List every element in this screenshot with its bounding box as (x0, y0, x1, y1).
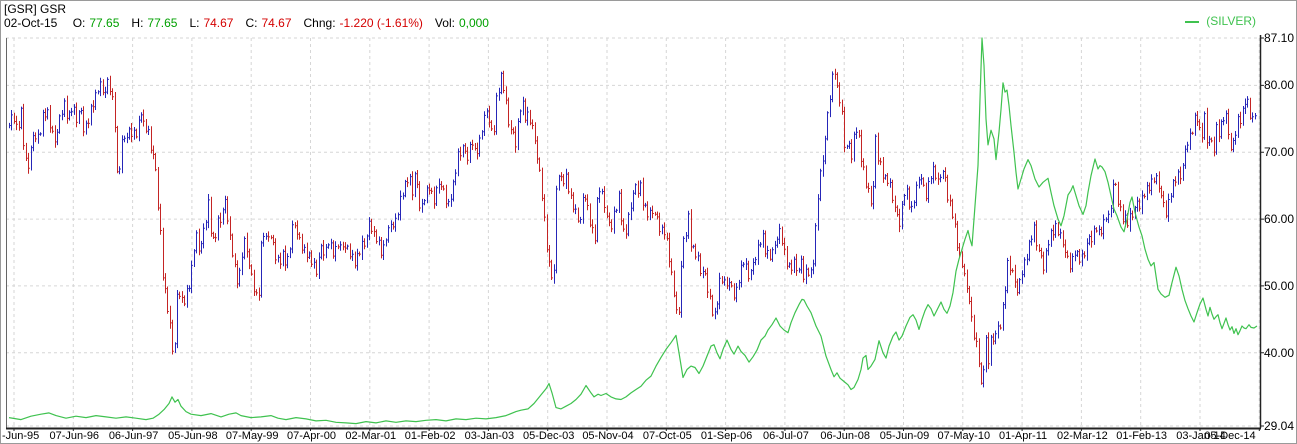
vertical-gridlines (13, 38, 1260, 428)
y-axis-label: 40.00 (1264, 345, 1295, 360)
quote-field-value: 77.65 (89, 16, 120, 30)
x-axis-label: 01-Feb-13 (1116, 430, 1168, 442)
gsr-bars-up (9, 71, 1257, 388)
x-axis-label: 07-May-10 (937, 430, 991, 442)
x-axis-label: 06-Jun-97 (108, 430, 159, 442)
quote-field-label: L: (189, 16, 200, 30)
y-axis-label: 70.00 (1264, 145, 1295, 160)
y-axis-label: 87.10 (1264, 31, 1295, 45)
x-axis-label: 07-Oct-05 (642, 430, 692, 442)
x-axis-label: 01-Sep-06 (700, 430, 753, 442)
quote-field-value: 77.65 (147, 16, 178, 30)
quote-date: 02-Oct-15 (4, 16, 58, 30)
quote-field-label: H: (131, 16, 144, 30)
quote-field-value: 0,000 (458, 16, 489, 30)
symbol-title: [GSR] GSR (4, 2, 67, 16)
quote-field-value: -1.220 (-1.61%) (339, 16, 423, 30)
x-axis-label: 03-Jan-14 (1176, 430, 1226, 442)
x-axis-label: 06-Jul-07 (762, 430, 809, 442)
y-axis-label: 80.00 (1264, 78, 1295, 93)
silver-legend-label: (SILVER) (1206, 14, 1256, 28)
horizontal-gridlines (6, 37, 1260, 427)
y-axis-label: 60.00 (1264, 212, 1295, 227)
x-axis-label: 05-Jun-98 (168, 430, 218, 442)
y-axis-label: 50.00 (1264, 278, 1295, 293)
x-axis-label: 05-Nov-04 (582, 430, 634, 442)
axis-tick-marks (13, 37, 1264, 431)
x-axis-label: -Jun-95 (2, 430, 40, 442)
x-axis-label: 05-Jun-09 (879, 430, 930, 442)
quote-field-value: 74.67 (203, 16, 234, 30)
x-axis-label: 07-May-99 (225, 430, 279, 442)
quote-field-label: Vol: (434, 16, 455, 30)
x-axis-label: 05-Dec-14 (1204, 430, 1256, 442)
silver-line (8, 37, 1258, 425)
quote-field-value: 74.67 (261, 16, 292, 30)
x-axis-label: 02-Mar-12 (1057, 430, 1108, 442)
quote-fields: O: 77.65 H: 77.65 L: 74.67 C: 74.67 Chng: -1.220 … (65, 16, 493, 30)
quote-field-label: Chng: (303, 16, 336, 30)
silver-line-swatch-icon (1184, 20, 1199, 23)
x-axis-label: 07-Apr-00 (287, 430, 336, 442)
gsr-bars-down (14, 68, 1252, 385)
quote-field-label: C: (245, 16, 258, 30)
x-axis-label: 06-Jun-08 (820, 430, 870, 442)
x-axis-label: 07-Jun-96 (49, 430, 100, 442)
quote-line: 02-Oct-15 O: 77.65 H: 77.65 L: 74.67 C: 74.67 Ch… (4, 16, 497, 30)
x-axis-label: 01-Apr-11 (999, 430, 1048, 442)
silver-legend: (SILVER) (1184, 14, 1256, 28)
x-axis-label: 01-Feb-02 (404, 430, 456, 442)
y-axis-label: 29.04 (1264, 419, 1295, 433)
x-axis-label: 02-Mar-01 (345, 430, 397, 442)
quote-field-label: O: (72, 16, 86, 30)
x-axis-label: 05-Dec-03 (523, 430, 575, 442)
x-axis-label: 03-Jan-03 (464, 430, 515, 442)
